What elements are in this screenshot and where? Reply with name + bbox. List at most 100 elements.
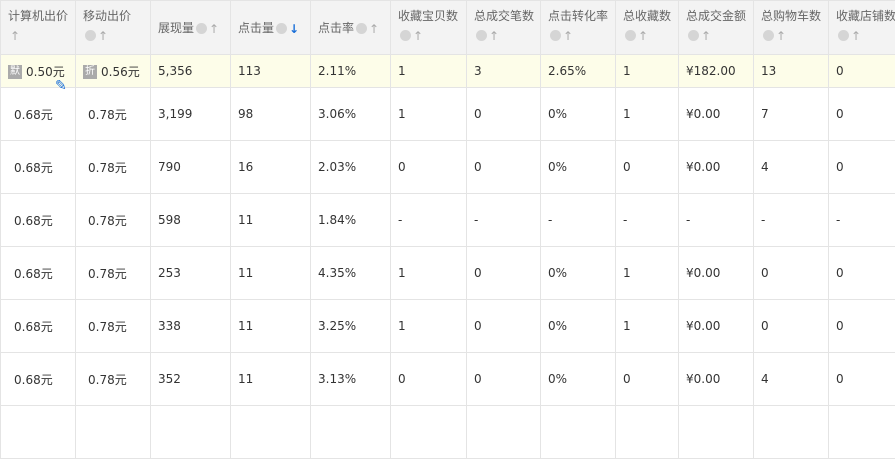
table-cell: 2.03% [311,141,391,194]
table-cell: 0% [541,88,616,141]
sort-asc-icon[interactable]: ↑ [563,29,573,43]
sort-asc-icon[interactable]: ↑ [638,29,648,43]
column-header-label: 总成交金额 [686,9,746,23]
table-cell: 0 [467,88,541,141]
cell-value: 0 [836,64,844,78]
table-cell: 0 [829,55,895,88]
help-icon[interactable] [196,23,207,34]
column-header[interactable]: 总成交金额 ↑ [679,1,754,55]
column-header[interactable]: 总成交笔数 ↑ [467,1,541,55]
help-icon[interactable] [688,30,699,41]
cell-value: 5,356 [158,64,192,78]
table-cell[interactable]: 0.78元 [76,353,151,406]
sort-asc-icon[interactable]: ↑ [489,29,499,43]
help-icon[interactable] [550,30,561,41]
help-icon[interactable] [85,30,96,41]
column-header[interactable]: 收藏宝贝数 ↑ [391,1,467,55]
help-icon[interactable] [838,30,849,41]
column-header-label: 总成交笔数 [474,9,534,23]
table-cell: 1 [616,55,679,88]
table-cell[interactable]: 0.68元 [1,141,76,194]
table-cell: 3 [467,55,541,88]
table-cell: 13 [754,55,829,88]
table-cell: 1 [391,300,467,353]
column-header-label: 点击率 [318,21,354,35]
table-cell [151,406,231,459]
table-cell: ¥182.00 [679,55,754,88]
table-cell: 3.06% [311,88,391,141]
table-cell [311,406,391,459]
table-cell[interactable]: 0.68元 [1,353,76,406]
table-cell: 1 [391,55,467,88]
table-cell[interactable]: 0.78元 [76,141,151,194]
help-icon[interactable] [400,30,411,41]
table-cell: 11 [231,247,311,300]
column-header[interactable]: 总购物车数↑ [754,1,829,55]
table-cell: 0 [467,353,541,406]
sort-asc-icon[interactable]: ↑ [209,22,219,36]
sort-asc-icon[interactable]: ↑ [851,29,861,43]
edit-bid-pencil-icon[interactable]: ✎ [55,78,67,94]
table-cell[interactable]: 0.78元 [76,88,151,141]
column-header[interactable]: 计算机出价↑ [1,1,76,55]
table-cell: 1 [391,247,467,300]
table-cell: - [467,194,541,247]
column-header[interactable]: 总收藏数↑ [616,1,679,55]
table-cell: 4 [754,141,829,194]
table-cell [467,406,541,459]
sort-asc-icon[interactable]: ↑ [776,29,786,43]
table-cell: 0% [541,353,616,406]
table-cell[interactable]: 0.68元 [1,194,76,247]
table-cell [391,406,467,459]
table-cell: - [754,194,829,247]
column-header[interactable]: 点击率 ↑ [311,1,391,55]
column-header[interactable]: 收藏店铺数↑ [829,1,895,55]
sort-asc-icon[interactable]: ↑ [701,29,711,43]
table-cell: 0 [754,300,829,353]
help-icon[interactable] [356,23,367,34]
table-cell: 0 [829,353,895,406]
column-header[interactable]: 点击量↓ [231,1,311,55]
sort-asc-icon[interactable]: ↑ [98,29,108,43]
help-icon[interactable] [763,30,774,41]
column-header-label: 展现量 [158,21,194,35]
column-header[interactable]: 点击转化率↑ [541,1,616,55]
table-cell: 1.84% [311,194,391,247]
table-cell: 253 [151,247,231,300]
sort-asc-icon[interactable]: ↑ [10,29,20,43]
sort-asc-icon[interactable]: ↑ [369,22,379,36]
table-cell[interactable]: 0.78元 [76,300,151,353]
cell-value: 3 [474,64,482,78]
sort-asc-icon[interactable]: ↑ [413,29,423,43]
table-cell [616,406,679,459]
table-cell: 2.65% [541,55,616,88]
table-cell [679,406,754,459]
table-cell: 0 [829,141,895,194]
cell-value: 113 [238,64,261,78]
table-cell: 0 [467,247,541,300]
table-cell: 0 [616,353,679,406]
cell-value: 13 [761,64,776,78]
table-cell: 0 [467,141,541,194]
table-cell[interactable]: 0.78元 [76,194,151,247]
sort-desc-icon[interactable]: ↓ [289,22,299,36]
table-cell[interactable]: 0.68元 [1,247,76,300]
table-cell[interactable]: 0.68元 [1,300,76,353]
table-cell [76,406,151,459]
table-cell: 11 [231,300,311,353]
table-cell[interactable]: 0.68元 [1,88,76,141]
cell-value: 0.50元 [26,65,65,79]
table-cell[interactable]: 0.78元 [76,247,151,300]
column-header[interactable]: 展现量 ↑ [151,1,231,55]
column-header[interactable]: 移动出价↑ [76,1,151,55]
help-icon[interactable] [476,30,487,41]
help-icon[interactable] [625,30,636,41]
help-icon[interactable] [276,23,287,34]
table-cell: 598 [151,194,231,247]
column-header-label: 收藏宝贝数 [398,9,458,23]
